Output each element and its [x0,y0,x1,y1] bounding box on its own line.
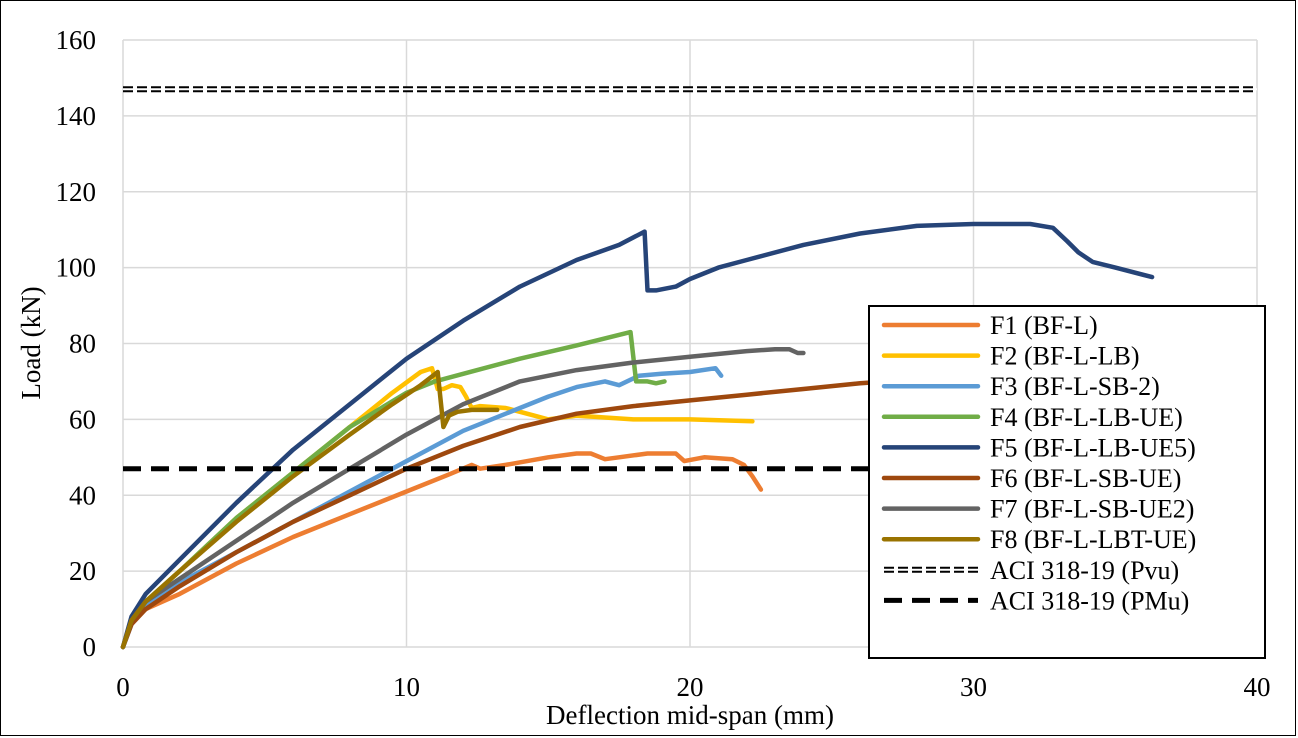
series-line-2 [120,365,755,650]
legend-label: ACI 318-19 (PMu) [990,586,1189,615]
x-tick-label: 10 [393,672,420,702]
y-axis-label: Load (kN) [16,286,46,399]
series-line-8 [120,369,500,650]
y-tick-labels: 0 20 40 60 80 100 120 140 160 [56,25,97,662]
y-tick-label: 140 [56,101,97,131]
series-line-4 [120,329,667,650]
legend-label: F5 (BF-L-LB-UE5) [990,433,1196,462]
y-tick-label: 60 [69,404,96,434]
legend-label: F2 (BF-L-LB) [990,342,1140,371]
legend: F1 (BF-L)F2 (BF-L-LB)F3 (BF-L-SB-2)F4 (B… [868,305,1266,659]
series-line-3 [120,365,724,650]
legend-label: F6 (BF-L-SB-UE) [990,464,1181,493]
x-tick-labels: 0 10 20 30 40 [116,672,1270,702]
y-tick-label: 160 [56,25,97,55]
series-lines [120,86,1257,650]
legend-label: F4 (BF-L-LB-UE) [990,403,1183,432]
legend-box [868,305,1266,659]
y-tick-label: 80 [69,329,96,359]
x-tick-label: 0 [116,672,130,702]
legend-label: F7 (BF-L-SB-UE2) [990,495,1194,524]
x-axis-label: Deflection mid-span (mm) [546,700,834,730]
series-line-5 [120,221,1155,650]
legend-label: F1 (BF-L) [990,311,1098,340]
legend-label: ACI 318-19 (Pvu) [990,556,1179,585]
legend-label: F8 (BF-L-LBT-UE) [990,525,1196,554]
series-line-1 [120,451,764,650]
y-tick-label: 120 [56,177,97,207]
y-tick-label: 100 [56,253,97,283]
legend-label: F3 (BF-L-SB-2) [990,372,1160,401]
y-tick-label: 20 [69,556,96,586]
x-tick-label: 20 [677,672,704,702]
series-line-7 [120,346,806,650]
y-tick-label: 40 [69,480,96,510]
x-tick-label: 30 [960,672,987,702]
y-tick-label: 0 [83,632,97,662]
x-tick-label: 40 [1244,672,1271,702]
